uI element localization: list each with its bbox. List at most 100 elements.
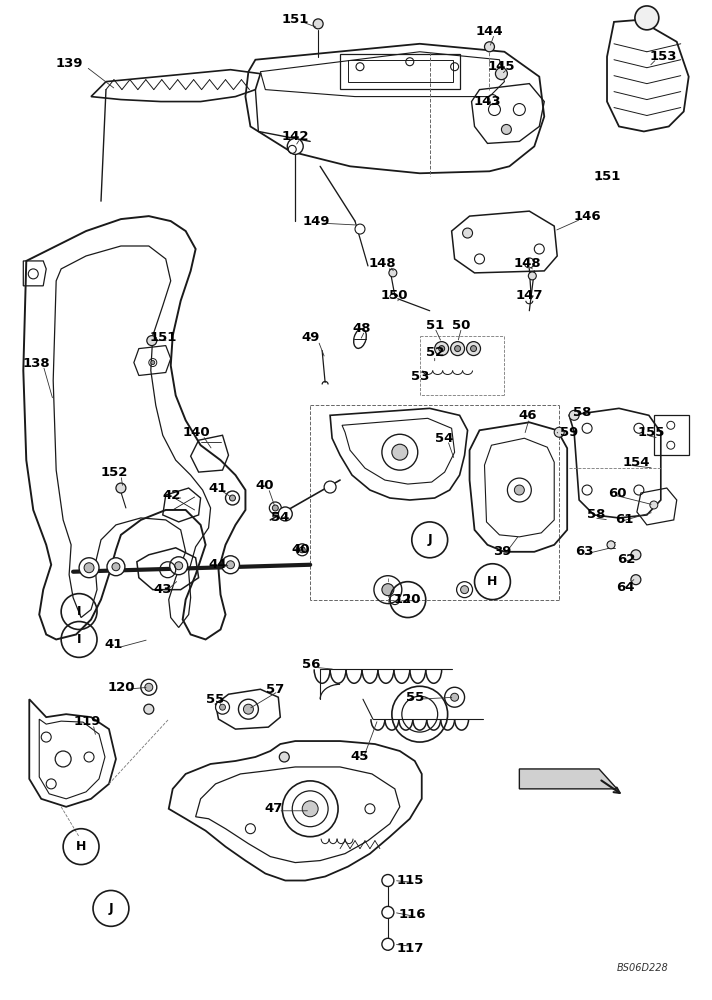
Circle shape bbox=[174, 562, 183, 570]
Bar bbox=[340, 54, 459, 89]
Circle shape bbox=[221, 556, 239, 574]
Text: 51: 51 bbox=[426, 319, 444, 332]
Text: 41: 41 bbox=[209, 482, 226, 495]
Text: 153: 153 bbox=[650, 50, 678, 63]
Circle shape bbox=[145, 683, 153, 691]
Text: 154: 154 bbox=[622, 456, 649, 469]
Text: 48: 48 bbox=[352, 322, 371, 335]
Text: 148: 148 bbox=[368, 257, 396, 270]
Text: 146: 146 bbox=[573, 210, 601, 223]
Text: BS06D228: BS06D228 bbox=[617, 963, 669, 973]
Circle shape bbox=[554, 427, 564, 437]
Text: H: H bbox=[76, 840, 86, 853]
Circle shape bbox=[451, 693, 459, 701]
Circle shape bbox=[456, 582, 473, 598]
Text: 61: 61 bbox=[614, 513, 633, 526]
Text: 63: 63 bbox=[575, 545, 593, 558]
Circle shape bbox=[439, 346, 445, 352]
Circle shape bbox=[144, 704, 154, 714]
Text: 43: 43 bbox=[154, 583, 172, 596]
Circle shape bbox=[278, 507, 292, 521]
Circle shape bbox=[355, 224, 365, 234]
Text: 143: 143 bbox=[473, 95, 501, 108]
Circle shape bbox=[382, 584, 394, 596]
Circle shape bbox=[279, 752, 289, 762]
Text: I: I bbox=[77, 633, 81, 646]
Circle shape bbox=[631, 550, 641, 560]
Text: 55: 55 bbox=[206, 693, 225, 706]
Circle shape bbox=[299, 547, 305, 553]
Text: 151: 151 bbox=[593, 170, 621, 183]
Text: 60: 60 bbox=[608, 487, 627, 500]
Circle shape bbox=[382, 906, 394, 918]
Text: 41: 41 bbox=[105, 638, 123, 651]
Circle shape bbox=[112, 563, 120, 571]
Text: 150: 150 bbox=[380, 289, 407, 302]
Bar bbox=[348, 60, 453, 82]
Circle shape bbox=[296, 544, 308, 556]
Text: 139: 139 bbox=[56, 57, 83, 70]
Text: 54: 54 bbox=[436, 432, 454, 445]
Circle shape bbox=[239, 699, 258, 719]
Text: 119: 119 bbox=[73, 715, 100, 728]
Text: 151: 151 bbox=[149, 331, 177, 344]
Text: 59: 59 bbox=[560, 426, 578, 439]
Text: 40: 40 bbox=[291, 543, 310, 556]
Text: 138: 138 bbox=[23, 357, 50, 370]
Text: 56: 56 bbox=[302, 658, 320, 671]
Text: H: H bbox=[487, 575, 498, 588]
Text: 144: 144 bbox=[476, 25, 503, 38]
Text: 140: 140 bbox=[183, 426, 211, 439]
Text: 120: 120 bbox=[394, 593, 422, 606]
Circle shape bbox=[451, 342, 464, 356]
Circle shape bbox=[302, 801, 318, 817]
Circle shape bbox=[631, 575, 641, 585]
Circle shape bbox=[455, 346, 461, 352]
Text: 46: 46 bbox=[518, 409, 537, 422]
Polygon shape bbox=[519, 769, 617, 789]
Text: I: I bbox=[406, 593, 410, 606]
Circle shape bbox=[313, 19, 323, 29]
Circle shape bbox=[107, 558, 125, 576]
Circle shape bbox=[229, 495, 236, 501]
Circle shape bbox=[244, 704, 253, 714]
Circle shape bbox=[466, 342, 481, 356]
Text: 39: 39 bbox=[493, 545, 512, 558]
Text: 149: 149 bbox=[303, 215, 330, 228]
Circle shape bbox=[169, 557, 188, 575]
Text: 116: 116 bbox=[399, 908, 426, 921]
Circle shape bbox=[287, 138, 303, 154]
Text: 115: 115 bbox=[396, 874, 424, 887]
Circle shape bbox=[389, 269, 397, 277]
Text: 57: 57 bbox=[266, 683, 284, 696]
Circle shape bbox=[461, 586, 468, 594]
Text: 49: 49 bbox=[301, 331, 320, 344]
Text: 44: 44 bbox=[209, 558, 227, 571]
Circle shape bbox=[84, 563, 94, 573]
Text: 120: 120 bbox=[108, 681, 135, 694]
Text: 55: 55 bbox=[406, 691, 424, 704]
Text: 47: 47 bbox=[264, 802, 283, 815]
Text: J: J bbox=[427, 533, 432, 546]
Circle shape bbox=[116, 483, 126, 493]
Text: 155: 155 bbox=[637, 426, 664, 439]
Circle shape bbox=[463, 228, 473, 238]
Circle shape bbox=[635, 6, 659, 30]
Circle shape bbox=[496, 68, 508, 80]
Circle shape bbox=[324, 481, 336, 493]
Circle shape bbox=[528, 272, 536, 280]
Text: 58: 58 bbox=[573, 406, 591, 419]
Circle shape bbox=[607, 541, 615, 549]
Circle shape bbox=[484, 42, 494, 52]
Text: 42: 42 bbox=[162, 489, 181, 502]
Text: J: J bbox=[109, 902, 113, 915]
Circle shape bbox=[382, 875, 394, 886]
Text: 145: 145 bbox=[488, 60, 515, 73]
Circle shape bbox=[569, 410, 579, 420]
Circle shape bbox=[501, 124, 511, 134]
Circle shape bbox=[219, 704, 226, 710]
Circle shape bbox=[445, 687, 464, 707]
Circle shape bbox=[650, 501, 658, 509]
Text: 148: 148 bbox=[513, 257, 541, 270]
Text: 54: 54 bbox=[271, 511, 290, 524]
